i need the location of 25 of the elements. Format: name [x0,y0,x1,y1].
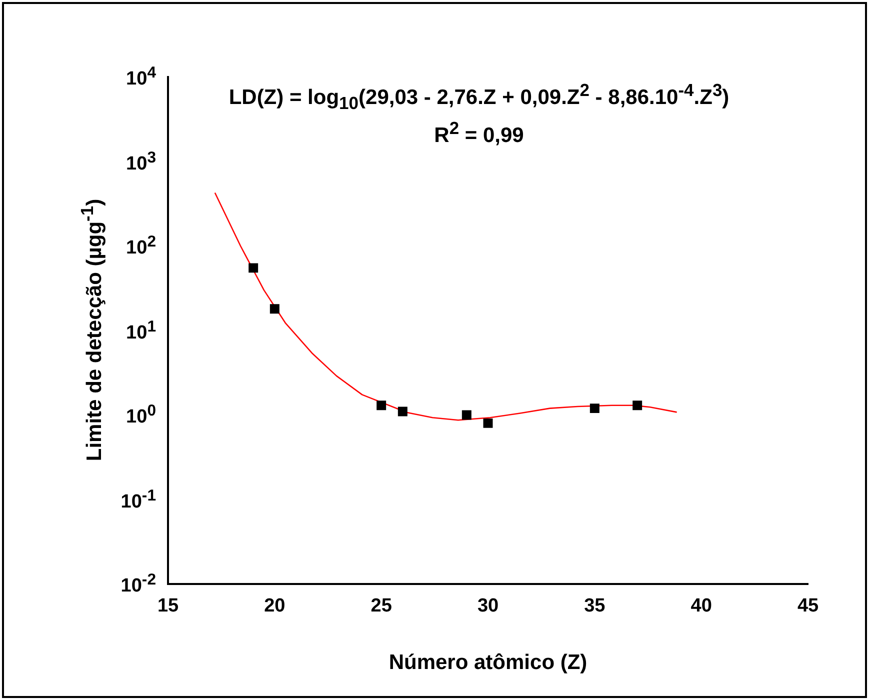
x-tick-label: 20 [264,596,286,617]
point [483,418,493,428]
x-tick-label: 40 [690,596,712,617]
y-tick-label: 10$^{0}$ [126,402,156,428]
point [398,406,408,416]
point [462,410,472,420]
y-tick-label: 10$^{-1}$ [120,486,156,512]
annotation: R$^{2}$ = 0,99 [434,118,524,148]
point [632,400,642,410]
point [248,263,258,273]
y-tick-label: 10$^{4}$ [126,64,156,90]
x-tick-label: 30 [477,596,499,617]
y-tick-label: 10$^{3}$ [126,148,156,174]
point [376,400,386,410]
text: LD(Z) = log$_{10}$(29,03 - 2,76.Z + 0,09.Z$^{2}$ - 8,86.10$^{-4}$.Z$^{3}$) [228,80,730,114]
point [590,404,600,414]
point [270,304,280,314]
x-axis-title: Número atômico (Z) [388,651,588,674]
y-tick-label: 10$^{2}$ [126,233,156,259]
x-tick-label: 25 [370,596,392,617]
x-tick-label: 15 [157,596,179,617]
x-tick-label: 35 [584,596,606,617]
x-tick-label: 45 [797,596,819,617]
y-tick-label: 10$^{1}$ [126,318,156,344]
y-tick-label: 10$^{-2}$ [120,571,156,597]
